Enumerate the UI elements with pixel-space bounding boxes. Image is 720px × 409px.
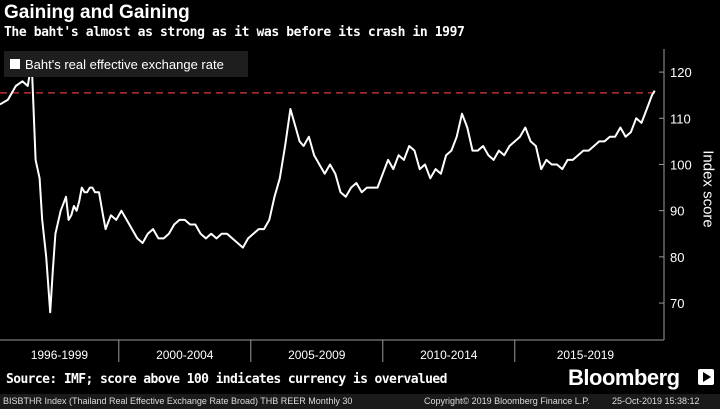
y-tick-label: 80 xyxy=(670,250,684,265)
legend-swatch xyxy=(10,59,20,69)
x-category-label: 1996-1999 xyxy=(31,348,89,362)
y-tick-label: 120 xyxy=(670,65,692,80)
footer-copyright: Copyright© 2019 Bloomberg Finance L.P. xyxy=(424,396,590,406)
y-tick-label: 90 xyxy=(670,204,684,219)
y-tick-label: 100 xyxy=(670,157,692,172)
legend: Baht's real effective exchange rate xyxy=(4,51,248,77)
x-category-label: 2000-2004 xyxy=(156,348,214,362)
chart-title: Gaining and Gaining xyxy=(4,2,190,23)
bloomberg-logo: Bloomberg xyxy=(568,365,680,390)
footer-timestamp: 25-Oct-2019 15:38:12 xyxy=(612,396,700,406)
series-line xyxy=(0,61,656,314)
footer-index-info: BISBTHR Index (Thailand Real Effective E… xyxy=(3,396,353,406)
x-category-label: 2015-2019 xyxy=(557,348,615,362)
x-category-label: 2005-2009 xyxy=(288,348,346,362)
chart-subtitle: The baht's almost as strong as it was be… xyxy=(4,25,465,40)
x-category-label: 2010-2014 xyxy=(420,348,478,362)
legend-label: Baht's real effective exchange rate xyxy=(25,56,224,72)
source-note: Source: IMF; score above 100 indicates c… xyxy=(6,372,447,387)
y-tick-label: 70 xyxy=(670,296,684,311)
play-icon[interactable] xyxy=(698,369,714,385)
y-tick-label: 110 xyxy=(670,111,691,126)
footer-bar: BISBTHR Index (Thailand Real Effective E… xyxy=(0,394,720,409)
y-axis-label: Index score xyxy=(699,150,717,228)
